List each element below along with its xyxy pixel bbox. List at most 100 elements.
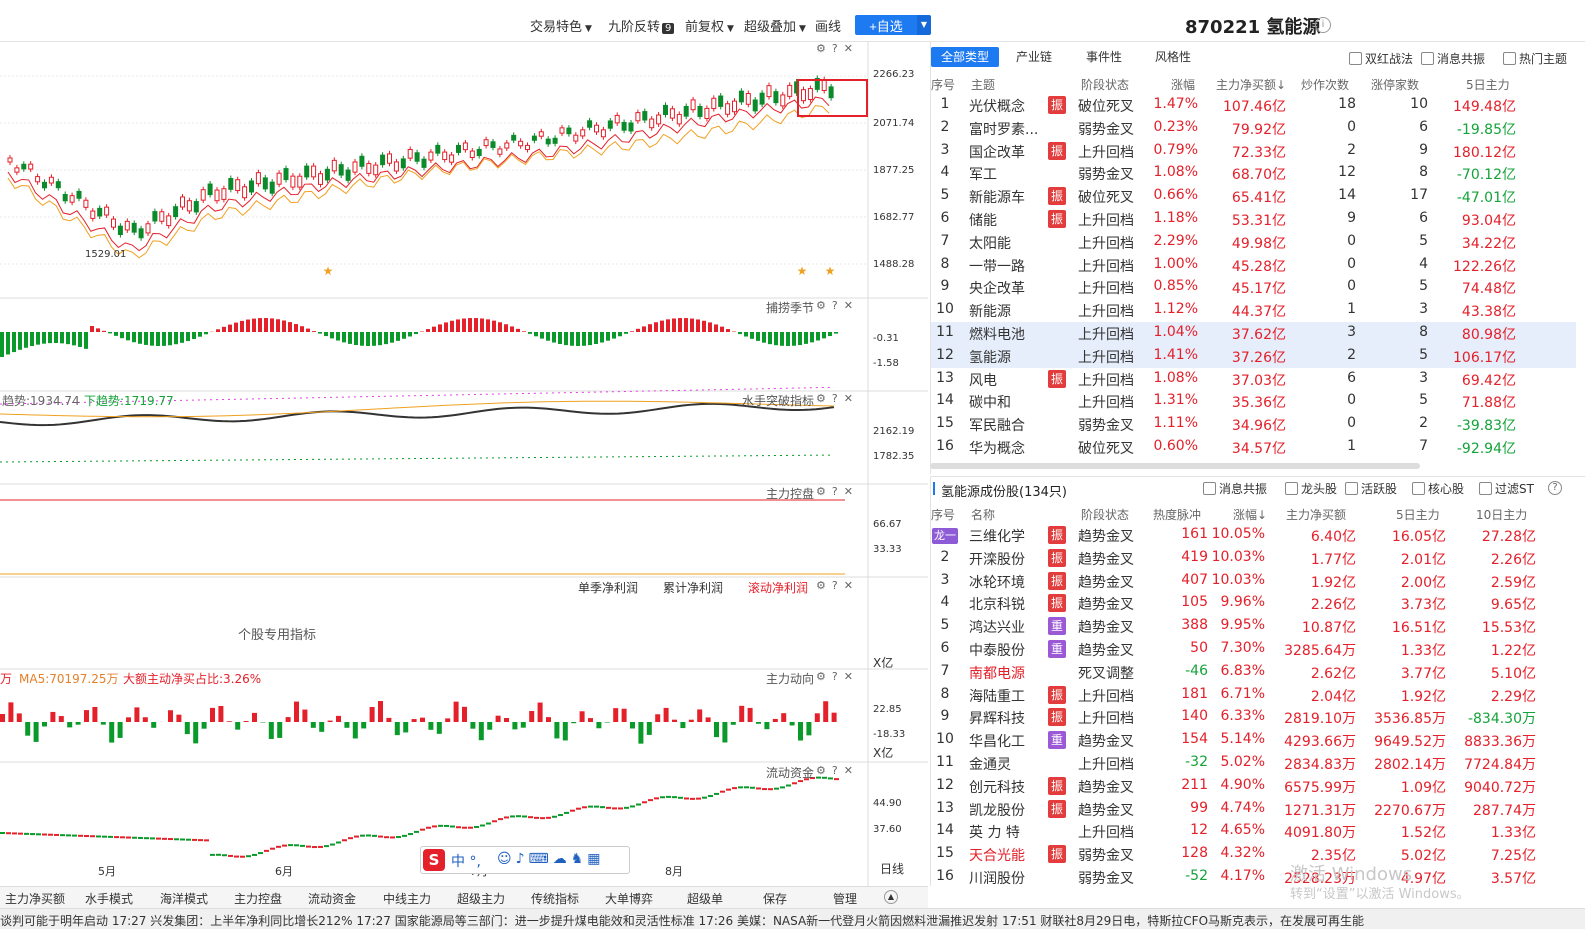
check-news[interactable]: 消息共振: [1203, 480, 1267, 497]
theme-row[interactable]: 11 燃料电池 上升回档 1.04% 37.62亿 3 8 80.98亿: [931, 322, 1576, 345]
tab-sailor-mode[interactable]: 水手模式: [85, 892, 134, 906]
theme-row[interactable]: 1 光伏概念 振破位死叉 1.47% 107.46亿 18 10 149.48亿: [931, 94, 1576, 117]
tab-all-types[interactable]: 全部类型: [931, 47, 1000, 67]
ime-tools-icon[interactable]: ☺♪⌨☁♞▦: [497, 851, 605, 867]
theme-row[interactable]: 8 一带一路 上升回档 1.00% 45.28亿 0 4 122.26亿: [931, 254, 1576, 277]
collapse-up-icon[interactable]: ▲: [884, 890, 898, 904]
theme-header-2[interactable]: 阶段状态: [1081, 78, 1130, 92]
tab-traditional[interactable]: 传统指标: [531, 892, 580, 906]
theme-row[interactable]: 16 华为概念 破位死叉 0.60% 34.57亿 1 7 -92.94亿: [931, 436, 1576, 459]
tab-rolling-profit[interactable]: 滚动净利润: [748, 581, 809, 595]
menu-super-overlay[interactable]: 超级叠加 ▼: [744, 20, 806, 35]
stock-header-4[interactable]: 涨幅↓: [1233, 508, 1268, 522]
panel4-controls-icon[interactable]: ⚙?✕: [816, 485, 859, 498]
theme-row[interactable]: 13 风电 振上升回档 1.08% 37.03亿 6 3 69.42亿: [931, 368, 1576, 391]
check-core[interactable]: 核心股: [1412, 480, 1464, 497]
theme-row[interactable]: 5 新能源车 振破位死叉 0.66% 65.41亿 14 17 -47.01亿: [931, 185, 1576, 208]
stock-row[interactable]: 13 凯龙股份 振趋势金叉 99 4.74% 1271.31万 2270.67万 287.74…: [931, 798, 1576, 821]
tab-ocean-mode[interactable]: 海洋模式: [160, 892, 209, 906]
tab-mid-main[interactable]: 中线主力: [383, 892, 432, 906]
theme-row[interactable]: 2 富时罗素... 弱势金叉 0.23% 79.92亿 0 6 -19.85亿: [931, 117, 1576, 140]
chart-area[interactable]: ★ ★ ★ 2266.23 2071.74 1877.25 1682.77 1488…: [0, 42, 928, 886]
check-leader[interactable]: 龙头股: [1285, 480, 1337, 497]
check-news-resonance[interactable]: 消息共振: [1421, 50, 1485, 67]
menu-trade-feature[interactable]: 交易特色 ▼: [530, 20, 592, 35]
check-active[interactable]: 活跃股: [1345, 480, 1397, 497]
add-watchlist-dropdown-icon[interactable]: ▼: [917, 15, 931, 35]
stock-header-0[interactable]: 序号: [931, 508, 956, 522]
theme-header-1[interactable]: 主题: [971, 78, 996, 92]
macd-bar: [372, 332, 376, 346]
check-filter-st[interactable]: 过滤ST: [1479, 480, 1534, 497]
news-ticker[interactable]: 谈判可能于明年启动 17:27 兴发集团：上半年净利同比增长212% 17:27…: [0, 908, 1585, 929]
stock-header-7[interactable]: 10日主力: [1476, 508, 1528, 522]
theme-row[interactable]: 12 氢能源 上升回档 1.41% 37.26亿 2 5 106.17亿: [931, 344, 1576, 368]
ime-mode[interactable]: 中 °,: [451, 854, 481, 870]
stock-row[interactable]: 3 冰轮环境 振趋势金叉 407 10.03% 1.92亿 2.00亿 2.59亿: [931, 570, 1576, 593]
tab-liquid-funds[interactable]: 流动资金: [308, 892, 357, 906]
add-watchlist-button[interactable]: +自选: [855, 15, 917, 35]
panel2-controls-icon[interactable]: ⚙?✕: [816, 299, 859, 312]
theme-row[interactable]: 14 碳中和 上升回档 1.31% 35.36亿 0 5 71.88亿: [931, 390, 1576, 413]
stock-header-2[interactable]: 阶段状态: [1081, 508, 1130, 522]
stock-row[interactable]: 16 川润股份 弱势金叉 -52 4.17% 2528.23万 4.97亿 3.57亿: [931, 866, 1576, 889]
tab-super-order[interactable]: 超级单: [687, 892, 724, 906]
stock-row[interactable]: 5 鸿达兴业 重趋势金叉 388 9.95% 10.87亿 16.51亿 15.53亿: [931, 615, 1576, 638]
stock-row[interactable]: 11 金通灵 上升回档 -32 5.02% 2834.83万 2802.14万 7724.84…: [931, 752, 1576, 775]
theme-header-7[interactable]: 5日主力: [1466, 78, 1510, 92]
tab-big-order[interactable]: 大单博弈: [605, 892, 654, 906]
help-icon[interactable]: ?: [1548, 481, 1562, 495]
check-double-red[interactable]: 双红战法: [1349, 50, 1413, 67]
theme-header-4[interactable]: 主力净买额↓: [1216, 78, 1287, 92]
theme-header-3[interactable]: 涨幅: [1171, 78, 1196, 92]
theme-header-0[interactable]: 序号: [931, 78, 956, 92]
stock-header-5[interactable]: 主力净买额: [1286, 508, 1347, 522]
theme-row[interactable]: 6 储能 振上升回档 1.18% 53.31亿 9 6 93.04亿: [931, 208, 1576, 231]
theme-row[interactable]: 3 国企改革 振上升回档 0.79% 72.33亿 2 9 180.12亿: [931, 140, 1576, 163]
theme-row[interactable]: 10 新能源 上升回档 1.12% 44.37亿 1 3 43.38亿: [931, 299, 1576, 322]
menu-draw-line[interactable]: 画线: [815, 20, 842, 35]
tab-industry-chain[interactable]: 产业链: [1016, 50, 1053, 64]
stock-row[interactable]: 12 创元科技 振趋势金叉 211 4.90% 6575.99万 1.09亿 9040.72万: [931, 775, 1576, 798]
theme-row[interactable]: 15 军民融合 弱势金叉 1.11% 34.96亿 0 2 -39.83亿: [931, 413, 1576, 436]
info-icon[interactable]: i: [1315, 17, 1331, 33]
menu-nine-reversal[interactable]: 九阶反转 9: [608, 16, 675, 35]
theme-header-5[interactable]: 炒作次数: [1301, 78, 1350, 92]
panel3-controls-icon[interactable]: ⚙?✕: [816, 392, 859, 405]
period-label[interactable]: 日线: [880, 862, 905, 876]
stock-header-1[interactable]: 名称: [971, 508, 996, 522]
stock-row[interactable]: 4 北京科锐 振趋势金叉 105 9.96% 2.26亿 3.73亿 9.65亿: [931, 592, 1576, 615]
theme-row[interactable]: 7 太阳能 上升回档 2.29% 49.98亿 0 5 34.22亿: [931, 231, 1576, 254]
stock-row[interactable]: 10 华昌化工 重趋势金叉 154 5.14% 4293.66万 9649.52万 8833.…: [931, 729, 1576, 752]
stock-row[interactable]: 龙一 三维化学 振趋势金叉 161 10.05% 6.40亿 16.05亿 27.28亿: [931, 524, 1576, 547]
menu-forward-adjust[interactable]: 前复权 ▼: [685, 20, 734, 35]
panel5-controls-icon[interactable]: ⚙?✕: [816, 579, 859, 592]
kline-controls-icon[interactable]: ⚙?✕: [816, 42, 859, 55]
ime-toolbar[interactable]: S 中 °, ☺♪⌨☁♞▦: [420, 846, 630, 874]
tab-style[interactable]: 风格性: [1155, 50, 1192, 64]
panel6-controls-icon[interactable]: ⚙?✕: [816, 670, 859, 683]
tab-manage[interactable]: 管理: [833, 892, 858, 906]
stock-row[interactable]: 7 南都电源 死叉调整 -46 6.83% 2.62亿 3.77亿 5.10亿: [931, 661, 1576, 684]
tab-save[interactable]: 保存: [763, 892, 788, 906]
tab-cumulative-profit[interactable]: 累计净利润: [663, 581, 724, 595]
stock-row[interactable]: 9 昇辉科技 振上升回档 140 6.33% 2819.10万 3536.85万 -834.3…: [931, 706, 1576, 729]
tab-super-main[interactable]: 超级主力: [457, 892, 506, 906]
check-hot-theme[interactable]: 热门主题: [1503, 50, 1567, 67]
tab-main-net-buy[interactable]: 主力净买额: [5, 892, 66, 906]
stock-header-6[interactable]: 5日主力: [1396, 508, 1440, 522]
tab-main-control[interactable]: 主力控盘: [234, 892, 283, 906]
stock-row[interactable]: 15 天合光能 振弱势金叉 128 4.32% 2.35亿 5.02亿 7.25亿: [931, 843, 1576, 866]
panel7-controls-icon[interactable]: ⚙?✕: [816, 764, 859, 777]
theme-row[interactable]: 4 军工 弱势金叉 1.08% 68.70亿 12 8 -70.12亿: [931, 162, 1576, 185]
theme-header-6[interactable]: 涨停家数: [1371, 78, 1420, 92]
stock-row[interactable]: 6 中泰股份 重趋势金叉 50 7.30% 3285.64万 1.33亿 1.22亿: [931, 638, 1576, 661]
theme-row[interactable]: 9 央企改革 上升回档 0.85% 45.17亿 0 5 74.48亿: [931, 276, 1576, 299]
tab-event[interactable]: 事件性: [1086, 50, 1123, 64]
stock-row[interactable]: 8 海陆重工 振上升回档 181 6.71% 2.04亿 1.92亿 2.29亿: [931, 684, 1576, 707]
horizontal-scrollbar[interactable]: [930, 463, 1420, 469]
stock-row[interactable]: 14 英 力 特 上升回档 12 4.65% 4091.80万 1.52亿 1.33亿: [931, 820, 1576, 843]
stock-row[interactable]: 2 开滦股份 振趋势金叉 419 10.03% 1.77亿 2.01亿 2.26亿: [931, 547, 1576, 570]
stock-header-3[interactable]: 热度脉冲: [1153, 508, 1202, 522]
tab-quarter-profit[interactable]: 单季净利润: [578, 581, 639, 595]
